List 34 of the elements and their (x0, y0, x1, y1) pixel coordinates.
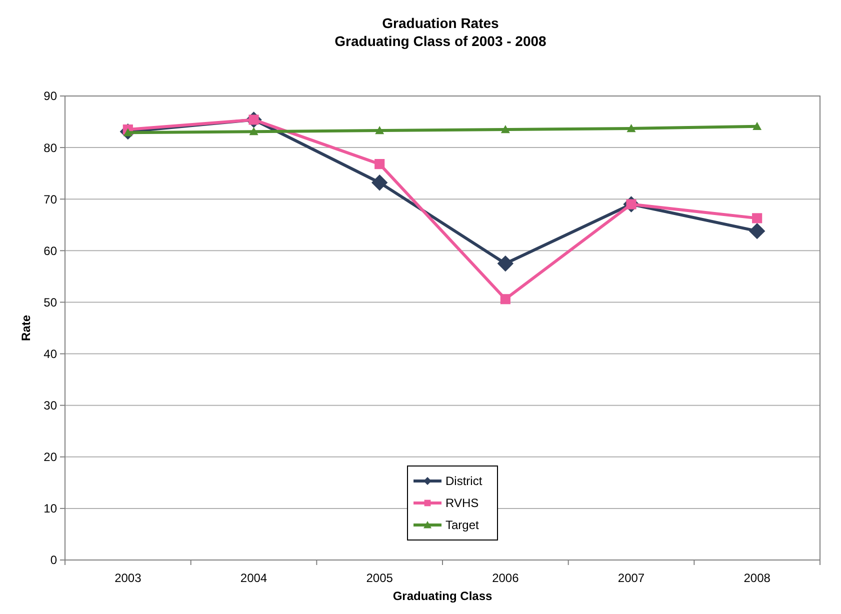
point (752, 213, 762, 224)
legend-label: District (446, 474, 483, 488)
point (375, 126, 384, 134)
x-tick-label: 2005 (366, 571, 394, 585)
x-tick-label: 2006 (492, 571, 520, 585)
y-tick-label: 80 (44, 140, 58, 155)
y-tick-label: 70 (44, 192, 58, 206)
legend-label: Target (446, 518, 480, 532)
point (752, 122, 762, 130)
y-tick-label: 30 (44, 398, 58, 413)
point (249, 127, 258, 136)
point (374, 159, 385, 170)
y-axis-title: Rate (19, 314, 33, 342)
point (500, 125, 510, 134)
x-tick-label: 2003 (114, 571, 142, 585)
y-tick-label: 20 (44, 450, 58, 464)
legend-label: RVHS (446, 496, 479, 510)
y-tick-label: 10 (44, 502, 58, 516)
y-tick-label: 90 (44, 89, 58, 104)
chart-title: Graduation Rates (382, 15, 500, 31)
y-tick-label: 0 (50, 553, 58, 568)
point (497, 255, 514, 272)
x-tick-label: 2007 (618, 571, 645, 585)
y-tick-label: 60 (44, 244, 58, 258)
x-tick-label: 2008 (744, 571, 771, 585)
point (500, 294, 510, 304)
y-tick-label: 40 (44, 346, 58, 361)
x-axis-title: Graduating Class (392, 589, 493, 603)
point (371, 174, 388, 191)
x-tick-label: 2004 (240, 571, 268, 585)
chart-subtitle: Graduating Class of 2003 - 2008 (334, 33, 547, 49)
point (626, 124, 636, 132)
y-tick-label: 50 (44, 295, 58, 310)
point (748, 222, 766, 240)
